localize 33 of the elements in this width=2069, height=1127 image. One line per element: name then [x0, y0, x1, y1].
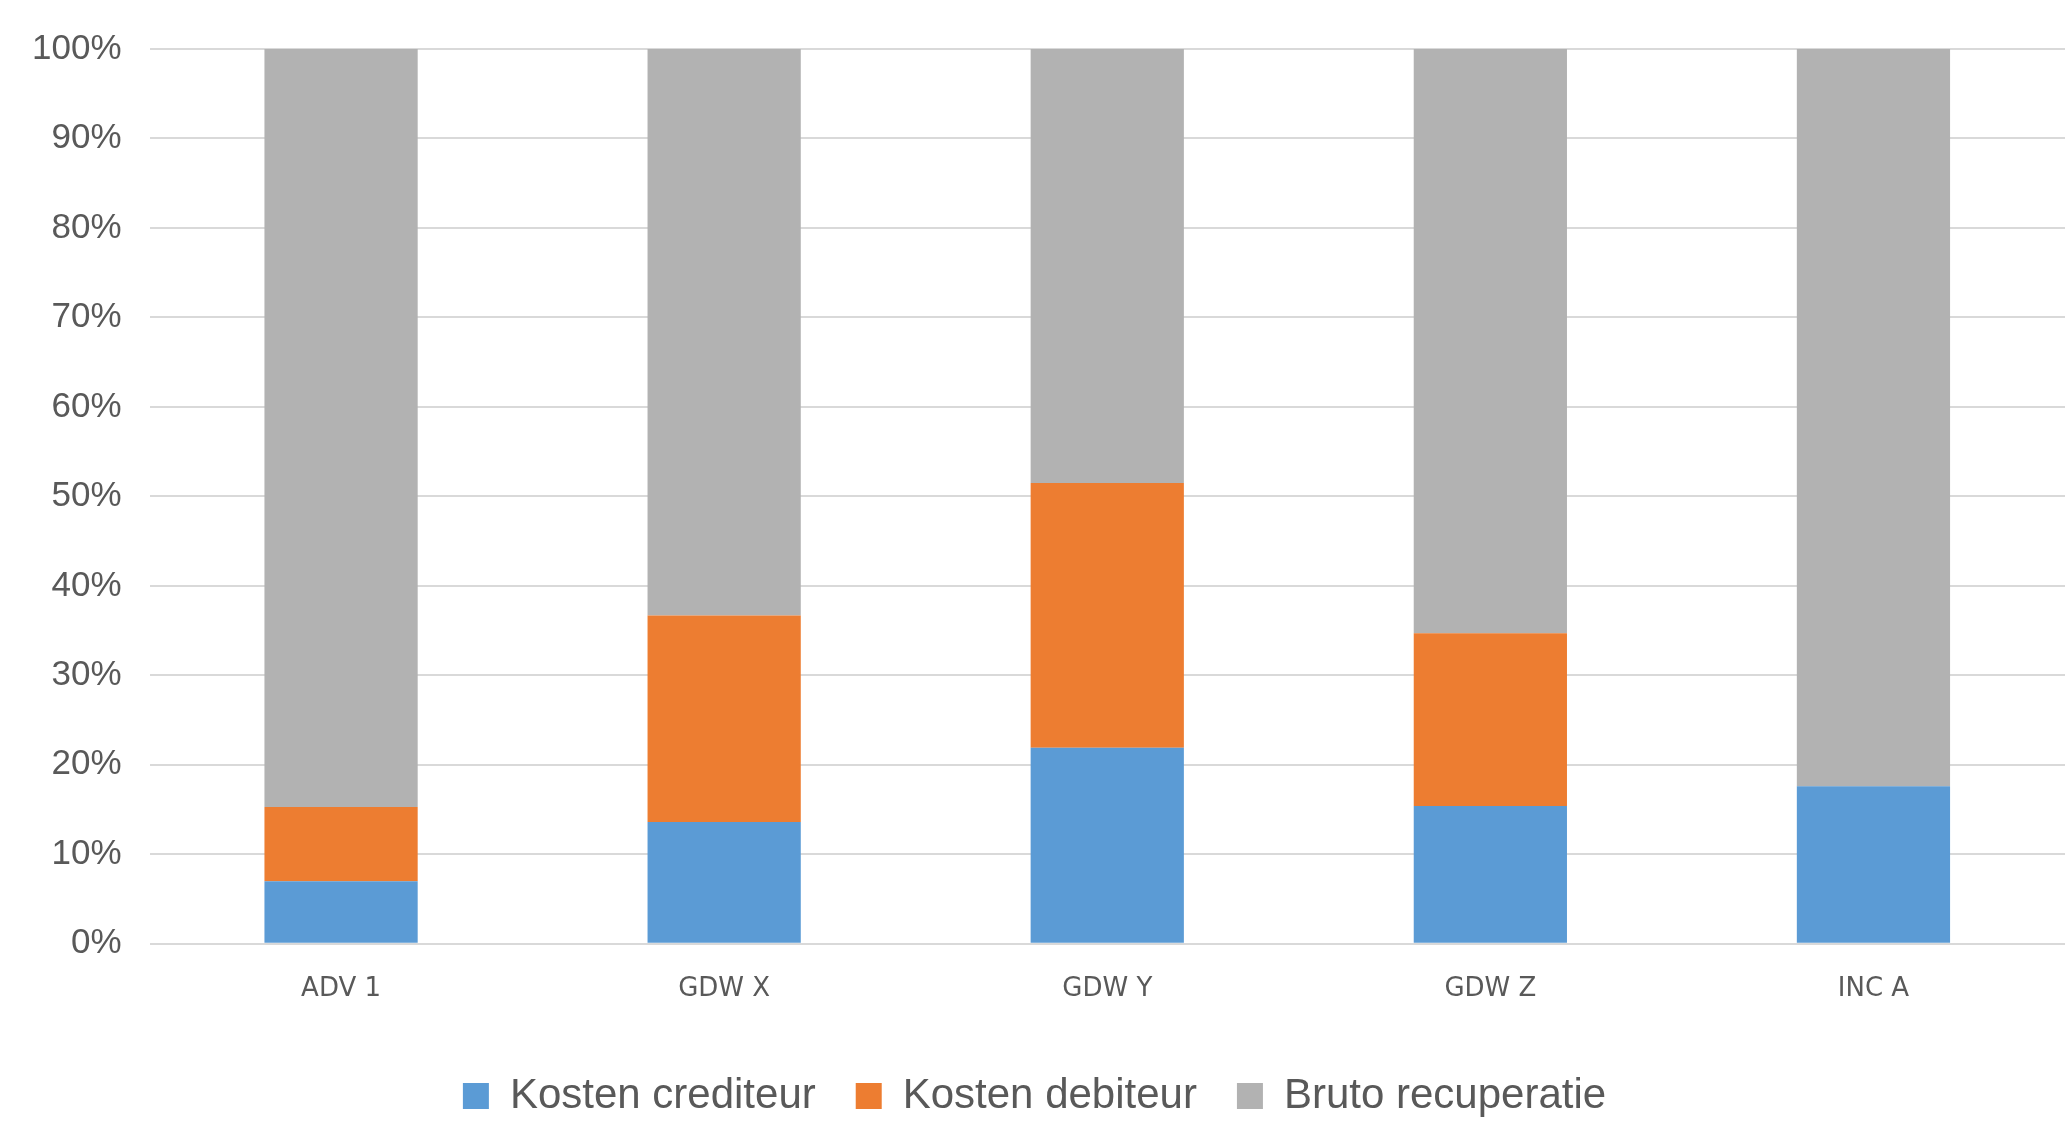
x-tick-label: ADV 1: [301, 972, 382, 1003]
bar: [647, 615, 801, 823]
y-tick-label: 80%: [51, 205, 122, 245]
bar: [1413, 633, 1567, 806]
bar: [1030, 747, 1184, 943]
y-tick-label: 60%: [51, 384, 122, 424]
bar: [1030, 49, 1184, 483]
bar: [264, 49, 418, 807]
legend-label: Kosten debiteur: [902, 1069, 1197, 1117]
bar: [1413, 49, 1567, 634]
bar: [264, 881, 418, 943]
y-tick-label: 30%: [51, 653, 122, 693]
x-tick-label: GDW Z: [1444, 972, 1537, 1003]
y-tick-label: 0%: [70, 921, 122, 961]
x-tick-label: GDW Y: [1062, 972, 1153, 1003]
y-tick-label: 90%: [51, 116, 122, 156]
bar: [1413, 806, 1567, 943]
bar: [264, 806, 418, 882]
bar: [647, 49, 801, 616]
x-tick-label: GDW X: [678, 972, 771, 1003]
legend-label: Kosten crediteur: [509, 1069, 816, 1117]
y-tick-label: 100%: [31, 26, 122, 66]
bar: [1796, 49, 1951, 787]
y-tick-label: 50%: [51, 474, 122, 514]
y-tick-label: 70%: [51, 295, 122, 335]
bar: [1030, 482, 1184, 748]
bar: [1796, 786, 1951, 943]
y-tick-label: 10%: [51, 831, 122, 871]
x-tick-label: INC A: [1837, 972, 1910, 1003]
bar: [647, 822, 801, 943]
y-tick-label: 20%: [51, 742, 122, 782]
legend-label: Bruto recuperatie: [1283, 1069, 1607, 1117]
y-tick-label: 40%: [51, 563, 122, 603]
